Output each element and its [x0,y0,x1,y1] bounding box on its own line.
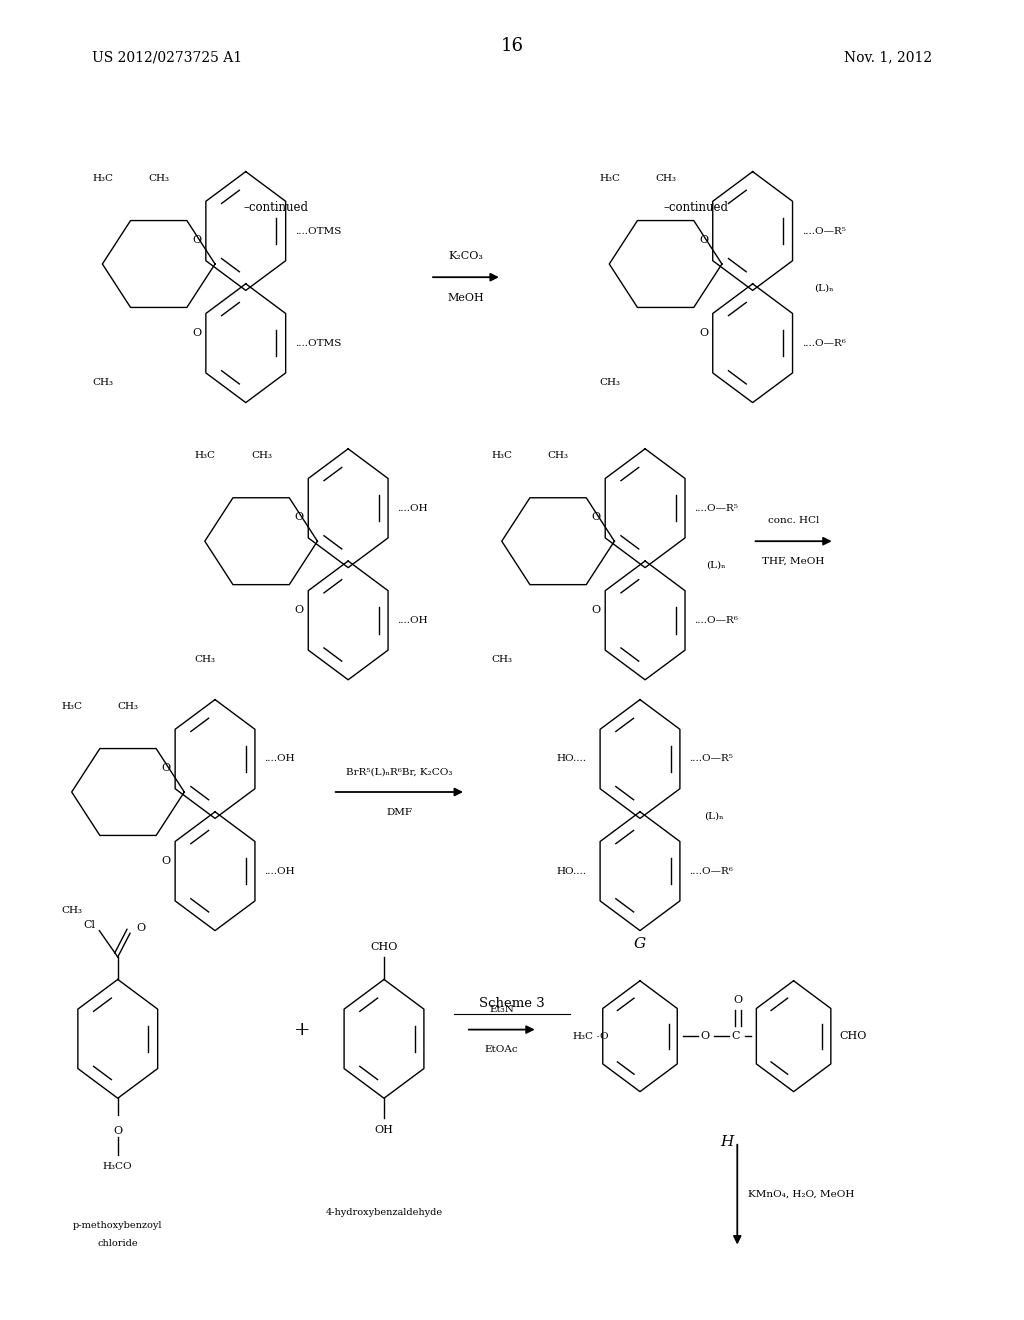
Text: MeOH: MeOH [447,293,484,304]
Text: 16: 16 [501,37,523,55]
Text: HO....: HO.... [557,867,587,875]
Text: O: O [734,994,742,1005]
Text: G: G [634,937,646,950]
Text: chloride: chloride [97,1239,138,1249]
Text: CHO: CHO [371,941,397,952]
Text: H₃C: H₃C [599,174,621,182]
Text: CH₃: CH₃ [148,174,170,182]
Text: H: H [721,1135,733,1150]
Text: US 2012/0273725 A1: US 2012/0273725 A1 [92,50,243,65]
Text: O: O [136,923,145,933]
Text: 4-hydroxybenzaldehyde: 4-hydroxybenzaldehyde [326,1208,442,1217]
Text: (L)ₙ: (L)ₙ [707,561,726,569]
Text: O: O [592,605,600,615]
Text: Nov. 1, 2012: Nov. 1, 2012 [844,50,932,65]
Text: (L)ₙ: (L)ₙ [705,812,724,820]
Text: CH₃: CH₃ [492,656,513,664]
Text: ....O—R⁵: ....O—R⁵ [694,504,738,512]
Text: K₂CO₃: K₂CO₃ [449,251,483,261]
Text: ....O—R⁵: ....O—R⁵ [689,755,733,763]
Text: CH₃: CH₃ [92,379,114,387]
Text: Scheme 3: Scheme 3 [479,997,545,1010]
Text: +: + [294,1020,310,1039]
Text: Et₃N: Et₃N [489,1005,514,1014]
Text: O: O [193,235,201,246]
Text: O: O [699,235,708,246]
Text: CH₃: CH₃ [655,174,677,182]
Text: O: O [295,605,303,615]
Text: O: O [193,327,201,338]
Text: CHO: CHO [840,1031,867,1041]
Text: EtOAc: EtOAc [485,1045,518,1055]
Text: KMnO₄, H₂O, MeOH: KMnO₄, H₂O, MeOH [748,1191,854,1199]
Text: Cl: Cl [83,920,95,931]
Text: THF, MeOH: THF, MeOH [763,557,824,566]
Text: H₃C: H₃C [61,702,83,710]
Text: DMF: DMF [386,808,413,817]
Text: CH₃: CH₃ [195,656,216,664]
Text: O: O [162,763,170,774]
Text: (L)ₙ: (L)ₙ [814,284,834,292]
Text: ....OTMS: ....OTMS [295,339,341,347]
Text: ....O—R⁶: ....O—R⁶ [694,616,738,624]
Text: ....OH: ....OH [397,616,428,624]
Text: H₃C: H₃C [92,174,114,182]
Text: H₃C: H₃C [195,451,216,459]
Text: ....OH: ....OH [397,504,428,512]
Text: O: O [162,855,170,866]
Text: O: O [295,512,303,523]
Text: conc. HCl: conc. HCl [768,516,819,525]
Text: OH: OH [375,1125,393,1135]
Text: CH₃: CH₃ [61,907,83,915]
Text: O: O [592,512,600,523]
Text: H₃C: H₃C [492,451,513,459]
Text: CH₃: CH₃ [548,451,569,459]
Text: ....OH: ....OH [264,867,295,875]
Text: O: O [600,1032,608,1040]
Text: ....OH: ....OH [264,755,295,763]
Text: HO....: HO.... [557,755,587,763]
Text: –continued: –continued [244,201,309,214]
Text: O: O [699,327,708,338]
Text: BrR⁵(L)ₙR⁶Br, K₂CO₃: BrR⁵(L)ₙR⁶Br, K₂CO₃ [346,767,453,776]
Text: p-methoxybenzoyl: p-methoxybenzoyl [73,1221,163,1230]
Text: CH₃: CH₃ [599,379,621,387]
Text: H₃C: H₃C [572,1032,594,1040]
Text: CH₃: CH₃ [118,702,139,710]
Text: O: O [700,1031,709,1041]
Text: ....O—R⁶: ....O—R⁶ [689,867,733,875]
Text: C: C [731,1031,739,1041]
Text: O: O [114,1126,122,1137]
Text: ....O—R⁵: ....O—R⁵ [802,227,846,235]
Text: ....OTMS: ....OTMS [295,227,341,235]
Text: H₃CO: H₃CO [103,1162,132,1171]
Text: ....O—R⁶: ....O—R⁶ [802,339,846,347]
Text: –continued: –continued [664,201,729,214]
Text: CH₃: CH₃ [251,451,272,459]
